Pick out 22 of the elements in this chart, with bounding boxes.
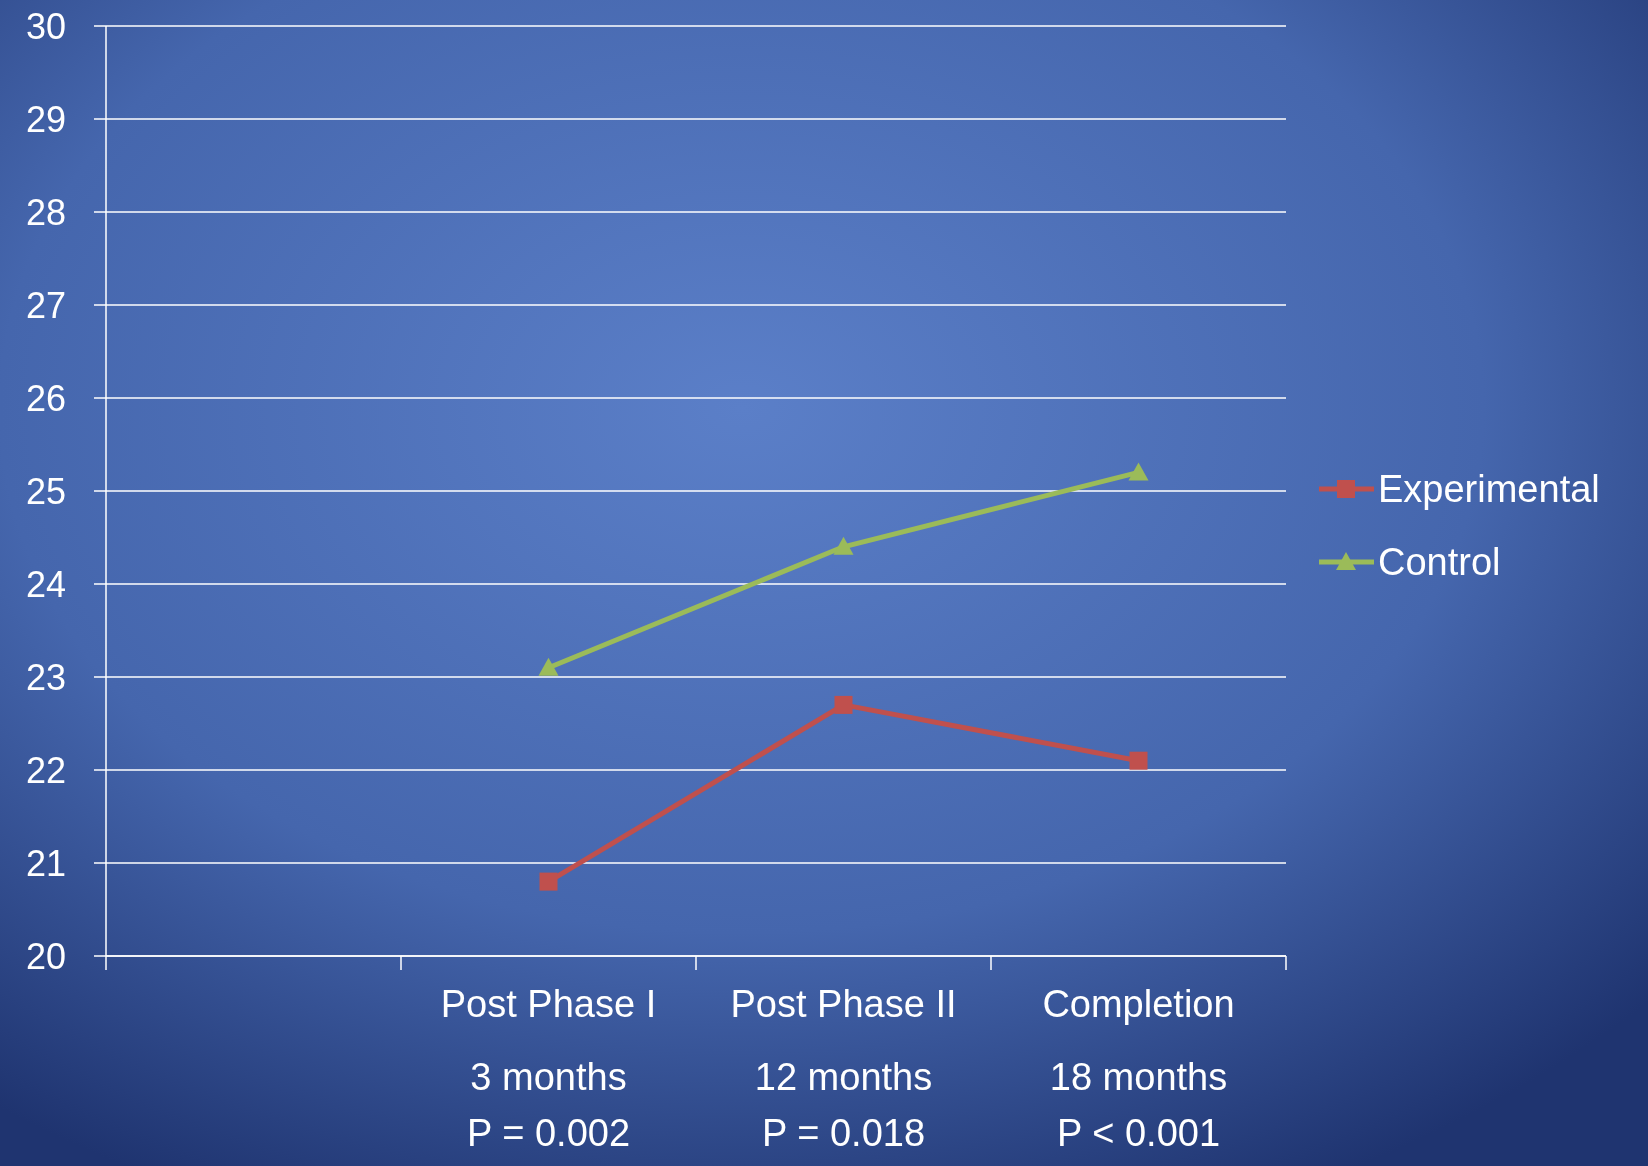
y-tick-label: 21 <box>25 842 66 884</box>
point <box>833 536 854 555</box>
y-tick-label: 20 <box>25 935 66 977</box>
y-tick-label: 29 <box>25 98 66 140</box>
x-tick-label: Completion 18 months P < 0.001 <box>1042 983 1235 1154</box>
point <box>1128 462 1149 481</box>
legend-label: Experimental <box>1378 468 1600 511</box>
point <box>1129 751 1148 770</box>
x-tick-label: Post Phase II 12 months P = 0.018 <box>730 983 957 1154</box>
point <box>538 657 559 676</box>
y-tick-label: 26 <box>25 377 66 419</box>
y-tick-label: 23 <box>25 656 66 698</box>
legend-label: Control <box>1378 541 1501 584</box>
y-tick-label: 25 <box>25 470 66 512</box>
y-tick-label: 27 <box>25 284 66 326</box>
y-tick-label: 22 <box>25 749 66 791</box>
point <box>834 695 853 714</box>
y-tick-label: 30 <box>25 5 66 47</box>
x-tick-label: Post Phase I 3 months P = 0.002 <box>440 983 657 1154</box>
y-tick-label: 28 <box>25 191 66 233</box>
point <box>539 872 558 891</box>
y-tick-label: 24 <box>25 563 66 605</box>
